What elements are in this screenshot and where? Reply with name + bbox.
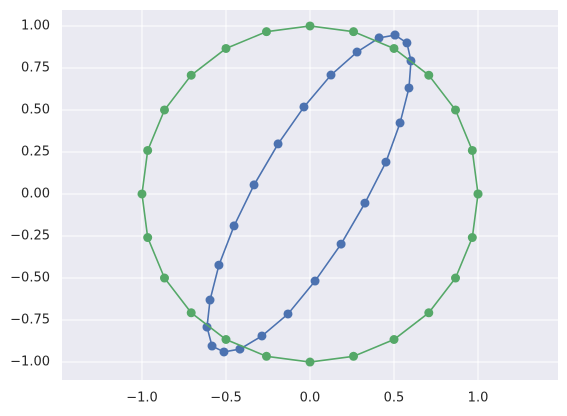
y-tick-label: 1.00 bbox=[21, 18, 50, 33]
marker bbox=[451, 105, 461, 115]
x-tick-label: −1.0 bbox=[126, 391, 158, 406]
marker bbox=[143, 233, 153, 243]
x-tick-label: 0.5 bbox=[384, 391, 405, 406]
marker bbox=[202, 322, 212, 332]
marker bbox=[352, 47, 362, 57]
marker bbox=[390, 30, 400, 40]
x-tick-label: 0.0 bbox=[300, 391, 321, 406]
marker bbox=[374, 33, 384, 43]
marker bbox=[137, 189, 147, 199]
marker bbox=[283, 309, 293, 319]
marker bbox=[159, 105, 169, 115]
marker bbox=[205, 295, 215, 305]
marker bbox=[473, 189, 483, 199]
marker bbox=[207, 341, 217, 351]
marker bbox=[261, 27, 271, 37]
marker bbox=[326, 70, 336, 80]
y-tick-label: −1.00 bbox=[10, 355, 50, 370]
marker bbox=[389, 335, 399, 345]
marker bbox=[389, 43, 399, 53]
marker bbox=[451, 273, 461, 283]
y-tick-label: −0.50 bbox=[10, 271, 50, 286]
marker bbox=[402, 38, 412, 48]
marker bbox=[299, 102, 309, 112]
marker bbox=[467, 233, 477, 243]
marker bbox=[467, 145, 477, 155]
marker bbox=[186, 308, 196, 318]
marker bbox=[214, 260, 224, 270]
marker bbox=[360, 198, 370, 208]
y-tick-label: 0.25 bbox=[21, 144, 50, 159]
marker bbox=[305, 357, 315, 367]
marker bbox=[249, 180, 259, 190]
marker bbox=[404, 83, 414, 93]
marker bbox=[395, 118, 405, 128]
marker bbox=[349, 27, 359, 37]
marker bbox=[159, 273, 169, 283]
marker bbox=[261, 351, 271, 361]
marker bbox=[186, 70, 196, 80]
marker bbox=[424, 70, 434, 80]
y-tick-label: 0.00 bbox=[21, 186, 50, 201]
y-tick-label: 0.75 bbox=[21, 60, 50, 75]
marker bbox=[221, 335, 231, 345]
y-tick-label: −0.25 bbox=[10, 228, 50, 243]
x-tick-label: −0.5 bbox=[210, 391, 242, 406]
marker bbox=[229, 221, 239, 231]
marker bbox=[349, 351, 359, 361]
marker bbox=[305, 21, 315, 31]
marker bbox=[221, 43, 231, 53]
marker bbox=[257, 331, 267, 341]
marker bbox=[424, 308, 434, 318]
marker bbox=[310, 276, 320, 286]
marker bbox=[381, 157, 391, 167]
marker bbox=[219, 347, 229, 357]
marker bbox=[336, 239, 346, 249]
y-tick-label: 0.50 bbox=[21, 102, 50, 117]
x-tick-label: 1.0 bbox=[468, 391, 489, 406]
marker bbox=[143, 145, 153, 155]
marker bbox=[273, 139, 283, 149]
y-tick-label: −0.75 bbox=[10, 313, 50, 328]
